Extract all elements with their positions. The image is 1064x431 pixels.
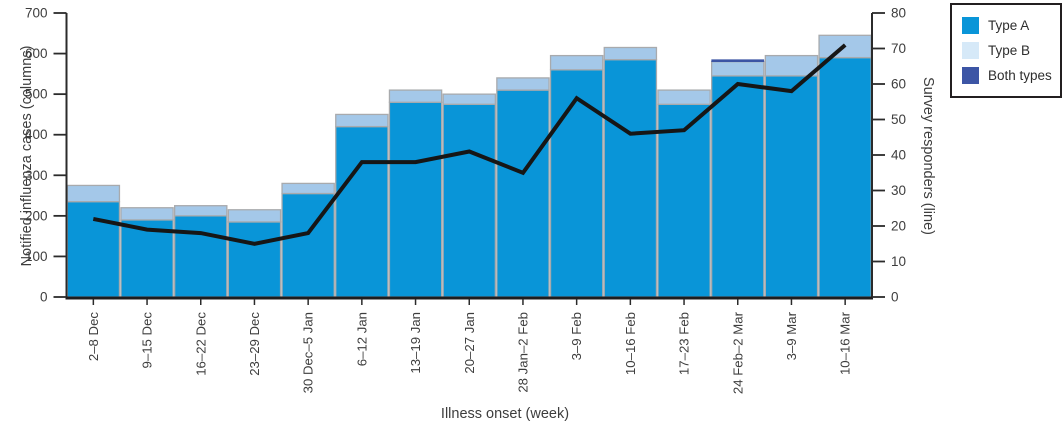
bar-segment-type-a — [603, 59, 658, 298]
x-tick-label: 10–16 Feb — [623, 312, 638, 375]
left-axis-tick-label: 300 — [25, 168, 48, 183]
bar-segment-type-b — [388, 89, 443, 103]
legend-label: Type B — [988, 43, 1031, 58]
bar-segment-type-b — [335, 113, 389, 128]
left-axis-tick-label: 400 — [25, 127, 48, 142]
right-axis-tick-label: 0 — [891, 290, 899, 305]
bar-segment-type-b — [711, 61, 765, 77]
bar-segment-type-b — [120, 207, 174, 221]
bar-segment-both-types — [711, 59, 765, 62]
legend-label: Type A — [988, 18, 1030, 33]
bar-segment-type-b — [173, 205, 228, 217]
left-axis-title: Notified influenza cases (columns) — [19, 45, 35, 267]
legend-label: Both types — [988, 68, 1052, 83]
bar-segment-type-a — [496, 89, 550, 298]
x-tick-label: 6–12 Jan — [354, 312, 369, 366]
left-axis-tick-label: 500 — [25, 87, 48, 102]
bar-segment-type-a — [549, 69, 604, 298]
x-tick-label: 24 Feb–2 Mar — [730, 311, 745, 394]
x-tick-label: 17–23 Feb — [677, 312, 692, 375]
bar-segment-type-b — [281, 182, 335, 195]
legend-item-both-types: Both types — [962, 63, 1052, 88]
right-axis-tick-label: 10 — [891, 254, 906, 269]
right-axis-tick-label: 60 — [891, 77, 906, 92]
bar-segment-type-a — [120, 219, 174, 298]
right-axis-tick-label: 50 — [891, 112, 906, 127]
x-tick-label: 10–16 Mar — [838, 311, 853, 375]
bar-segment-type-b — [442, 93, 496, 105]
bar-segment-type-a — [818, 56, 872, 298]
bar-segment-type-b — [657, 89, 711, 105]
right-axis-tick-label: 40 — [891, 148, 906, 163]
right-axis-tick-label: 30 — [891, 183, 906, 198]
right-axis-tick-label: 80 — [891, 6, 906, 21]
bar-segment-type-b — [549, 54, 604, 71]
bar-segment-type-a — [227, 221, 282, 298]
left-axis-tick-label: 600 — [25, 46, 48, 61]
bar-segment-type-a — [335, 125, 389, 298]
right-axis-tick-label: 20 — [891, 219, 906, 234]
x-tick-label: 13–19 Jan — [408, 312, 423, 374]
bar-segment-type-a — [442, 103, 496, 298]
type-a-swatch-icon — [962, 17, 979, 34]
x-tick-label: 2–8 Dec — [86, 312, 101, 362]
legend-item-type-b: Type B — [962, 38, 1052, 63]
left-axis-tick-label: 100 — [25, 249, 48, 264]
legend: Type A Type B Both types — [950, 3, 1062, 98]
x-axis-title: Illness onset (week) — [440, 406, 570, 422]
left-axis-tick-label: 200 — [25, 208, 48, 223]
x-tick-label: 23–29 Dec — [247, 312, 262, 376]
bar-segment-type-b — [496, 77, 550, 91]
right-axis-tick-label: 70 — [891, 41, 906, 56]
legend-item-type-a: Type A — [962, 13, 1052, 38]
bar-segment-type-a — [764, 75, 819, 298]
both-types-swatch-icon — [962, 67, 979, 84]
x-tick-label: 30 Dec–5 Jan — [301, 312, 316, 393]
x-tick-label: 3–9 Mar — [784, 311, 799, 360]
bar-segment-type-b — [603, 46, 658, 61]
bar-segment-type-a — [173, 215, 228, 298]
x-tick-label: 9–15 Dec — [140, 312, 155, 369]
bar-segment-type-b — [227, 209, 282, 223]
bar-segment-type-b — [764, 54, 819, 77]
survey-responders-line — [92, 43, 847, 246]
x-tick-label: 3–9 Feb — [569, 312, 584, 360]
bar-segment-type-a — [388, 101, 443, 298]
left-axis-tick-label: 700 — [25, 6, 48, 21]
type-b-swatch-icon — [962, 42, 979, 59]
x-tick-label: 20–27 Jan — [462, 312, 477, 374]
right-axis-title: Survey responders (line) — [920, 77, 936, 235]
x-tick-label: 16–22 Dec — [193, 312, 208, 376]
bar-segment-type-a — [66, 201, 121, 298]
bar-segment-type-a — [711, 75, 765, 298]
x-tick-label: 28 Jan–2 Feb — [516, 312, 531, 393]
bar-segment-type-b — [66, 184, 121, 203]
left-axis-tick-label: 0 — [40, 290, 48, 305]
